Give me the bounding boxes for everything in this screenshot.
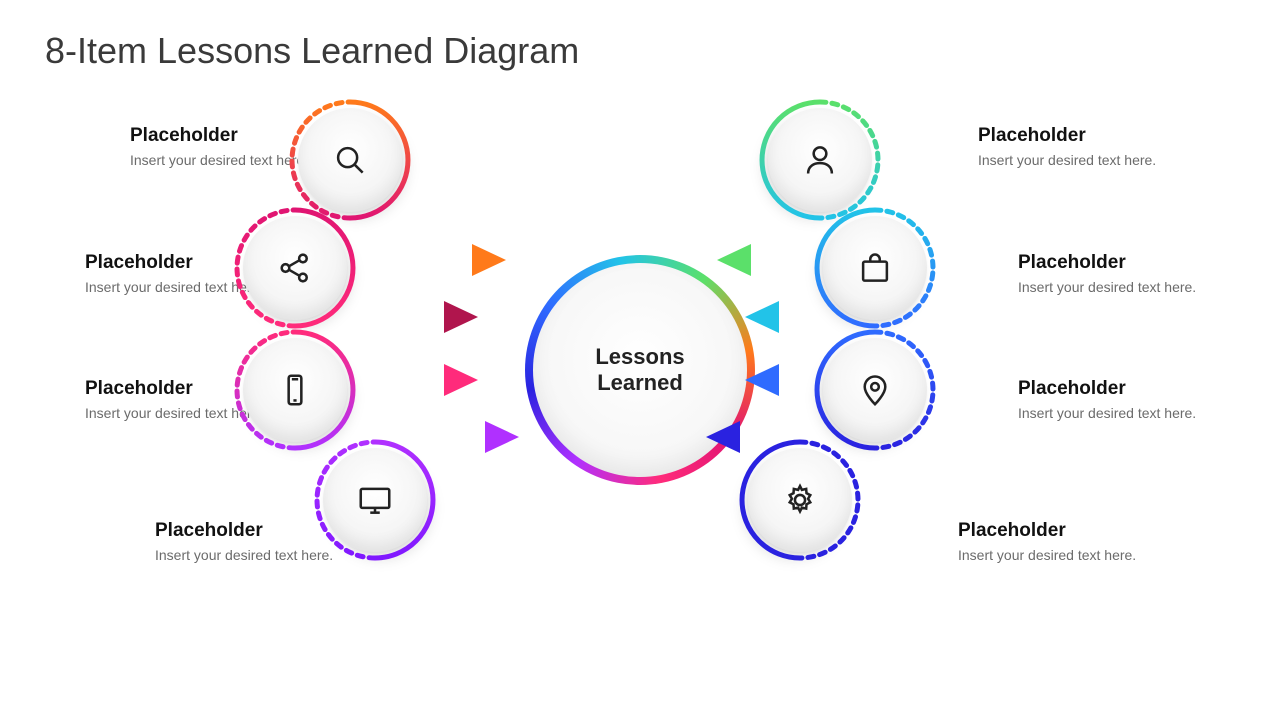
arrow-icon bbox=[472, 244, 506, 276]
item-node-n2 bbox=[243, 216, 347, 320]
user-icon bbox=[768, 108, 872, 212]
arrow-icon bbox=[706, 421, 740, 453]
caption-title: Placeholder bbox=[1018, 378, 1228, 400]
monitor-icon bbox=[323, 448, 427, 552]
item-node-n3 bbox=[243, 338, 347, 442]
search-icon bbox=[298, 108, 402, 212]
item-node-n5 bbox=[768, 108, 872, 212]
gear-icon bbox=[748, 448, 852, 552]
arrow-icon bbox=[485, 421, 519, 453]
item-node-n4 bbox=[323, 448, 427, 552]
caption-n7: Placeholder Insert your desired text here… bbox=[1018, 378, 1228, 422]
bag-icon bbox=[823, 216, 927, 320]
share-icon bbox=[243, 216, 347, 320]
caption-title: Placeholder bbox=[958, 520, 1168, 542]
caption-title: Placeholder bbox=[1018, 252, 1228, 274]
caption-title: Placeholder bbox=[978, 125, 1188, 147]
caption-sub: Insert your desired text here. bbox=[1018, 404, 1228, 422]
caption-sub: Insert your desired text here. bbox=[958, 546, 1168, 564]
caption-sub: Insert your desired text here. bbox=[1018, 278, 1228, 296]
pin-icon bbox=[823, 338, 927, 442]
diagram-stage: Lessons LearnedPlaceholderInsert your de… bbox=[0, 0, 1280, 720]
arrow-icon bbox=[444, 301, 478, 333]
arrow-icon bbox=[717, 244, 751, 276]
caption-n8: Placeholder Insert your desired text here… bbox=[958, 520, 1168, 564]
item-node-n8 bbox=[748, 448, 852, 552]
caption-sub: Insert your desired text here. bbox=[155, 546, 365, 564]
caption-n6: Placeholder Insert your desired text here… bbox=[1018, 252, 1228, 296]
caption-sub: Insert your desired text here. bbox=[978, 151, 1188, 169]
arrow-icon bbox=[745, 364, 779, 396]
arrow-icon bbox=[745, 301, 779, 333]
arrow-icon bbox=[444, 364, 478, 396]
phone-icon bbox=[243, 338, 347, 442]
item-node-n7 bbox=[823, 338, 927, 442]
item-node-n1 bbox=[298, 108, 402, 212]
item-node-n6 bbox=[823, 216, 927, 320]
caption-n5: Placeholder Insert your desired text here… bbox=[978, 125, 1188, 169]
